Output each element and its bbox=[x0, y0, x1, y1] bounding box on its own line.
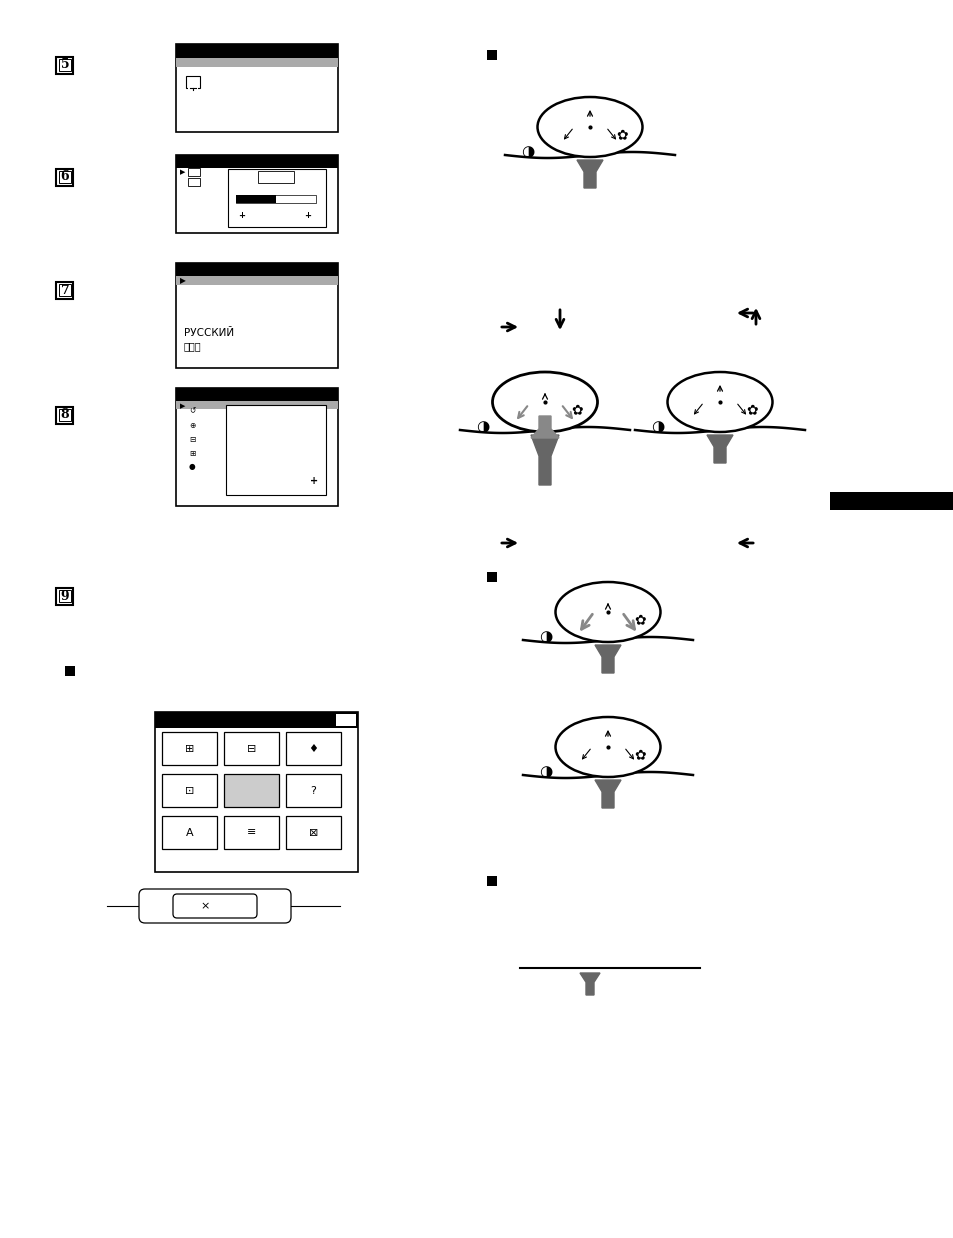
Text: 7: 7 bbox=[61, 284, 70, 296]
Bar bbox=[486, 877, 497, 886]
Bar bbox=[235, 196, 275, 203]
Bar bbox=[188, 168, 200, 176]
Text: +: + bbox=[238, 210, 245, 219]
Bar bbox=[228, 170, 326, 227]
Bar bbox=[56, 57, 73, 73]
Text: ✿: ✿ bbox=[571, 404, 582, 417]
Bar bbox=[175, 262, 337, 368]
Polygon shape bbox=[531, 416, 558, 438]
Bar bbox=[175, 387, 337, 506]
Text: ⊞: ⊞ bbox=[189, 448, 195, 458]
Text: ⊟: ⊟ bbox=[189, 435, 195, 443]
Bar bbox=[224, 774, 278, 807]
Bar bbox=[486, 572, 497, 582]
Bar bbox=[235, 196, 315, 203]
Bar bbox=[56, 406, 73, 423]
Bar bbox=[175, 45, 337, 58]
Text: ●: ● bbox=[189, 463, 195, 472]
Bar bbox=[175, 155, 337, 233]
Text: 5: 5 bbox=[61, 58, 70, 72]
Text: ↺: ↺ bbox=[189, 406, 195, 416]
Ellipse shape bbox=[555, 717, 659, 777]
Text: ?: ? bbox=[311, 785, 316, 796]
Text: ✿: ✿ bbox=[745, 404, 757, 417]
Bar bbox=[188, 82, 198, 90]
Text: ⊕: ⊕ bbox=[189, 421, 195, 430]
Bar bbox=[175, 276, 337, 285]
Ellipse shape bbox=[492, 371, 597, 432]
Bar bbox=[175, 58, 337, 67]
Text: +: + bbox=[310, 475, 317, 487]
Bar bbox=[175, 387, 337, 401]
Polygon shape bbox=[531, 435, 558, 485]
Bar bbox=[162, 816, 216, 849]
Polygon shape bbox=[577, 160, 602, 188]
Text: ⊟: ⊟ bbox=[247, 744, 256, 754]
Bar bbox=[257, 171, 294, 183]
Bar bbox=[162, 774, 216, 807]
Text: ⊠: ⊠ bbox=[309, 827, 318, 837]
Bar bbox=[175, 45, 337, 132]
Bar bbox=[59, 284, 71, 296]
Bar bbox=[59, 409, 71, 421]
Text: ◑: ◑ bbox=[476, 420, 489, 435]
Text: РУССКИЙ: РУССКИЙ bbox=[184, 328, 233, 338]
Bar bbox=[186, 76, 200, 88]
Bar bbox=[286, 774, 340, 807]
Text: ▶: ▶ bbox=[180, 276, 186, 286]
Text: ◑: ◑ bbox=[538, 765, 552, 780]
Text: ✿: ✿ bbox=[634, 748, 645, 763]
Text: 8: 8 bbox=[61, 409, 70, 421]
Bar bbox=[175, 262, 337, 276]
Ellipse shape bbox=[537, 97, 641, 157]
Text: ⊡: ⊡ bbox=[185, 785, 194, 796]
Bar bbox=[224, 732, 278, 765]
Text: ≡: ≡ bbox=[247, 827, 256, 837]
Polygon shape bbox=[595, 780, 620, 808]
Bar bbox=[56, 588, 73, 604]
Bar bbox=[59, 171, 71, 183]
Polygon shape bbox=[706, 435, 732, 463]
Text: ⊞: ⊞ bbox=[185, 744, 194, 754]
Bar bbox=[65, 666, 75, 676]
Polygon shape bbox=[579, 973, 599, 995]
Bar bbox=[188, 178, 200, 186]
Text: 9: 9 bbox=[61, 589, 70, 603]
Text: ◑: ◑ bbox=[521, 145, 534, 160]
Text: 日本語: 日本語 bbox=[184, 340, 201, 352]
Bar bbox=[56, 281, 73, 298]
Text: ✿: ✿ bbox=[634, 613, 645, 626]
Bar bbox=[175, 155, 337, 168]
Ellipse shape bbox=[667, 371, 772, 432]
Bar bbox=[486, 50, 497, 59]
Text: ▶: ▶ bbox=[180, 404, 185, 409]
Bar bbox=[59, 59, 71, 71]
Bar bbox=[56, 168, 73, 186]
Bar bbox=[175, 401, 337, 409]
Text: ◑: ◑ bbox=[538, 629, 552, 645]
Text: 6: 6 bbox=[61, 171, 70, 183]
Text: +: + bbox=[304, 210, 312, 219]
Bar bbox=[162, 732, 216, 765]
Bar bbox=[335, 714, 355, 725]
Text: ×: × bbox=[200, 901, 210, 911]
Bar bbox=[154, 712, 357, 872]
Bar bbox=[286, 816, 340, 849]
Text: A: A bbox=[186, 827, 193, 837]
FancyBboxPatch shape bbox=[139, 889, 291, 924]
FancyBboxPatch shape bbox=[172, 894, 256, 919]
Bar bbox=[59, 591, 71, 602]
Bar bbox=[224, 816, 278, 849]
Ellipse shape bbox=[555, 582, 659, 643]
Polygon shape bbox=[595, 645, 620, 673]
Bar bbox=[829, 491, 953, 510]
Text: ▶: ▶ bbox=[180, 170, 185, 175]
Bar bbox=[286, 732, 340, 765]
Text: ✿: ✿ bbox=[616, 128, 627, 142]
Bar bbox=[226, 405, 326, 495]
Bar bbox=[154, 712, 357, 728]
Text: ♦: ♦ bbox=[308, 744, 318, 754]
Text: ◑: ◑ bbox=[651, 420, 664, 435]
